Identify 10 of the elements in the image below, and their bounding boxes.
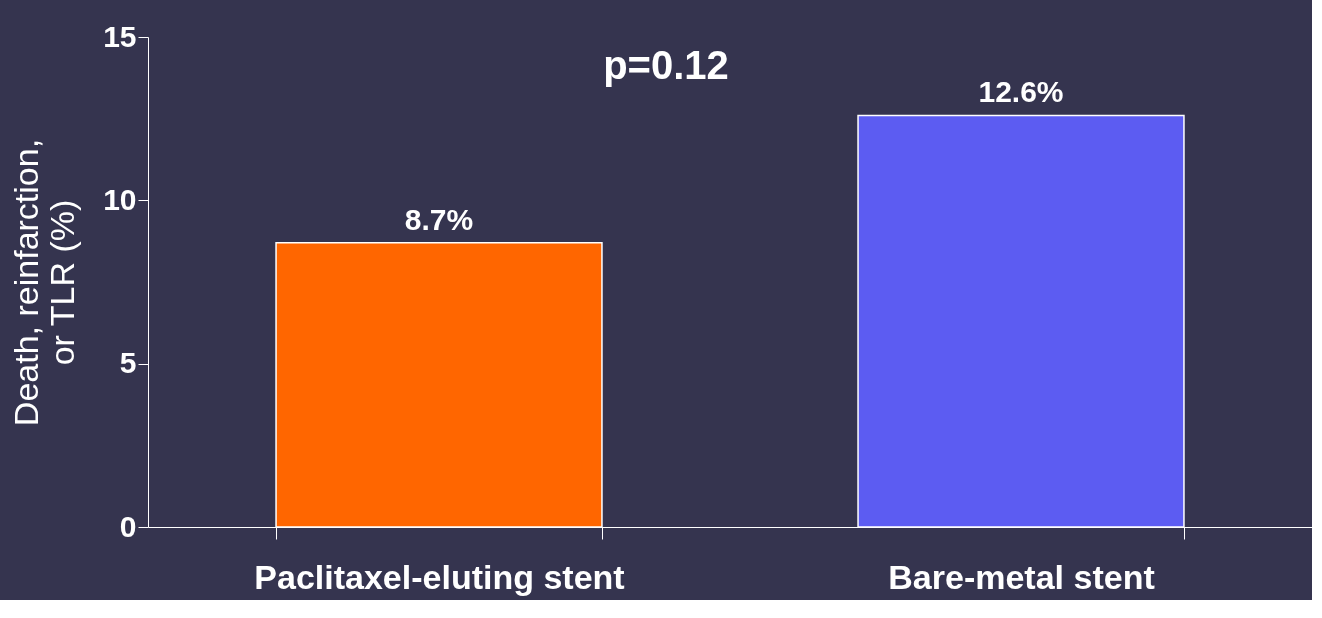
data-label: 12.6% [978,75,1064,109]
y-tick-label: 0 [119,509,137,543]
x-tick-label: Paclitaxel-eluting stent [254,557,625,596]
annotation: p=0.12 [603,43,729,87]
y-tick-label: 15 [103,19,137,53]
data-label: 8.7% [404,202,474,236]
y-axis-title: Death, reinfarction, or TLR (%) [7,138,82,427]
x-tick-label: Bare-metal stent [888,557,1155,596]
y-tick-label: 5 [119,346,137,380]
y-tick-label: 10 [103,182,137,216]
